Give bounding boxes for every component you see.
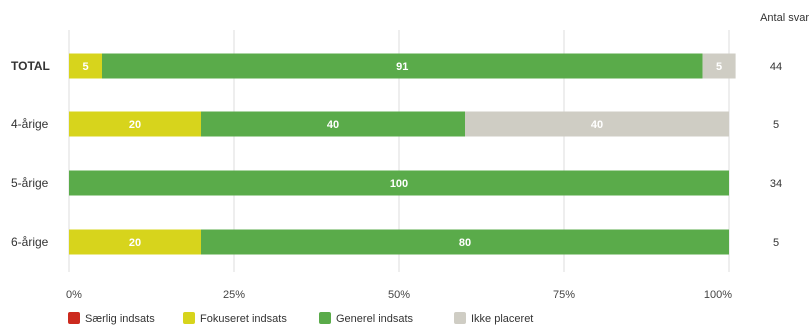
count-header: Antal svar [760, 12, 809, 24]
category-label: TOTAL [11, 59, 50, 73]
category-label: 6-årige [11, 235, 49, 249]
category-label: 5-årige [11, 176, 49, 190]
bar-segment [201, 229, 729, 255]
data-label: 40 [327, 119, 339, 131]
count-value: 5 [773, 237, 779, 249]
data-label: 91 [396, 61, 408, 73]
bar-segment [702, 53, 736, 79]
bar-segments: 5 91 5 20 40 40 100 20 80 [69, 53, 736, 255]
data-label: 100 [390, 178, 408, 190]
bar-segment [69, 229, 201, 255]
data-label: 20 [129, 119, 141, 131]
legend-label: Generel indsats [336, 313, 414, 325]
data-label: 5 [716, 61, 722, 73]
x-axis-ticks: 0% 25% 50% 75% 100% [66, 289, 732, 301]
count-value: 5 [773, 119, 779, 131]
legend-swatch [319, 312, 331, 324]
x-tick-label: 25% [223, 289, 245, 301]
data-label: 5 [82, 61, 88, 73]
bar-segment [69, 111, 201, 137]
data-label: 20 [129, 237, 141, 249]
x-tick-label: 100% [704, 289, 732, 301]
bar-segment [201, 111, 465, 137]
bar-segment [69, 170, 729, 196]
legend-label: Fokuseret indsats [200, 313, 287, 325]
response-counts: Antal svar 44 5 34 5 [760, 12, 809, 249]
count-value: 44 [770, 61, 782, 73]
x-tick-label: 75% [553, 289, 575, 301]
legend-swatch [68, 312, 80, 324]
bar-segment [69, 53, 102, 79]
data-label: 40 [591, 119, 603, 131]
legend: Særlig indsats Fokuseret indsats Generel i… [68, 312, 533, 325]
category-labels: TOTAL 4-årige 5-årige 6-årige [11, 59, 50, 249]
legend-swatch [183, 312, 195, 324]
legend-label: Særlig indsats [85, 313, 155, 325]
count-value: 34 [770, 178, 782, 190]
category-label: 4-årige [11, 117, 49, 131]
x-tick-label: 0% [66, 289, 82, 301]
legend-swatch [454, 312, 466, 324]
data-label: 80 [459, 237, 471, 249]
x-tick-label: 50% [388, 289, 410, 301]
legend-label: Ikke placeret [471, 313, 533, 325]
bar-segment [465, 111, 729, 137]
bar-segment [102, 53, 703, 79]
